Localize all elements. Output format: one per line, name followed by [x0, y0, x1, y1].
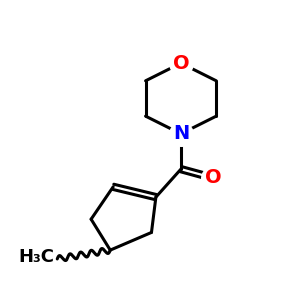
Text: O: O — [205, 169, 222, 188]
Text: O: O — [172, 54, 189, 73]
Text: H₃C: H₃C — [18, 248, 54, 266]
Text: N: N — [173, 124, 189, 143]
